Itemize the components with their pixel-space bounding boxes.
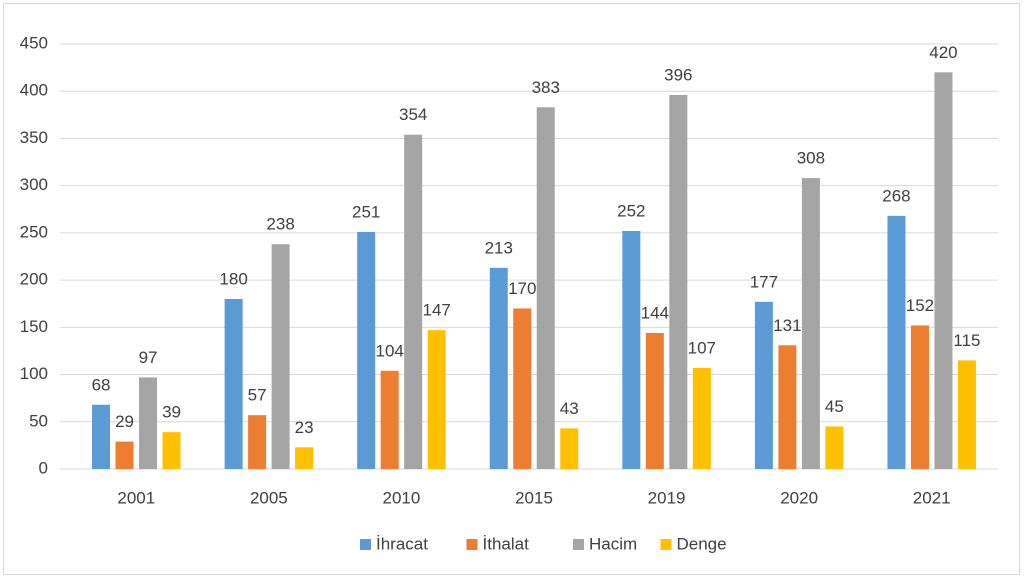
data-label: 170: [508, 279, 536, 298]
legend-swatch: [573, 539, 584, 550]
data-label: 177: [750, 272, 778, 291]
x-tick-label: 2015: [515, 488, 553, 507]
bar: [248, 415, 267, 469]
legend-label: Denge: [677, 534, 727, 553]
legend-label: Hacim: [589, 534, 637, 553]
bar: [271, 244, 290, 469]
data-label: 115: [953, 331, 980, 350]
bar: [92, 404, 111, 469]
data-label: 39: [162, 403, 181, 422]
data-label: 251: [352, 202, 380, 221]
x-tick-label: 2010: [383, 488, 421, 507]
bar: [754, 301, 773, 469]
data-label: 23: [295, 418, 314, 437]
y-tick-label: 0: [39, 458, 48, 477]
y-tick-label: 400: [20, 81, 48, 100]
data-label: 43: [560, 399, 579, 418]
data-label: 45: [825, 397, 844, 416]
data-label: 420: [929, 43, 957, 62]
bar: [427, 330, 446, 469]
bar: [139, 377, 158, 469]
y-tick-label: 50: [29, 411, 48, 430]
bar: [357, 231, 376, 469]
x-tick-label: 2001: [117, 488, 155, 507]
data-label: 308: [797, 149, 825, 168]
data-label: 180: [219, 269, 247, 288]
bar: [778, 345, 797, 469]
bar: [622, 231, 641, 469]
bar: [801, 178, 820, 469]
data-label: 104: [375, 341, 403, 360]
bar: [934, 72, 953, 469]
legend-swatch: [466, 539, 478, 550]
bar: [295, 447, 314, 469]
x-tick-label: 2005: [250, 488, 288, 507]
data-label: 354: [399, 105, 427, 124]
data-label: 68: [92, 375, 111, 394]
y-tick-label: 150: [20, 317, 48, 336]
bar: [692, 367, 711, 469]
data-label: 396: [664, 65, 692, 84]
bar: [825, 426, 844, 469]
bar: [115, 441, 134, 469]
data-label: 97: [139, 348, 158, 367]
bar: [380, 370, 399, 469]
bar: [910, 325, 929, 469]
data-label: 144: [641, 303, 669, 322]
data-label: 383: [532, 78, 560, 97]
y-tick-label: 250: [20, 222, 48, 241]
data-label: 107: [688, 338, 716, 357]
bar: [224, 299, 243, 469]
bar: [957, 360, 976, 469]
data-label: 268: [882, 186, 910, 205]
y-tick-label: 450: [20, 33, 48, 52]
data-label: 252: [617, 201, 645, 220]
bar: [489, 267, 508, 469]
x-tick-label: 2021: [913, 488, 951, 507]
bar: [513, 308, 532, 469]
bar: [560, 428, 579, 469]
legend-swatch: [360, 539, 371, 550]
bar: [404, 134, 423, 469]
bar: [536, 107, 555, 470]
chart-border: [3, 3, 1020, 575]
bar: [645, 333, 664, 469]
x-tick-label: 2019: [648, 488, 686, 507]
legend-label: İthalat: [483, 534, 530, 553]
legend-swatch: [660, 539, 672, 550]
y-tick-label: 100: [20, 364, 48, 383]
legend-label: İhracat: [376, 534, 428, 553]
data-label: 238: [266, 215, 294, 234]
data-label: 147: [422, 301, 450, 320]
bar: [887, 215, 906, 469]
data-label: 152: [906, 296, 934, 315]
bar: [162, 432, 181, 469]
bar: [669, 95, 688, 469]
x-tick-label: 2020: [780, 488, 818, 507]
y-tick-label: 350: [20, 128, 48, 147]
data-label: 29: [115, 412, 134, 431]
data-label: 57: [248, 386, 267, 405]
y-tick-label: 300: [20, 175, 48, 194]
data-label: 131: [773, 316, 801, 335]
data-label: 213: [485, 238, 513, 257]
y-tick-label: 200: [20, 270, 48, 289]
